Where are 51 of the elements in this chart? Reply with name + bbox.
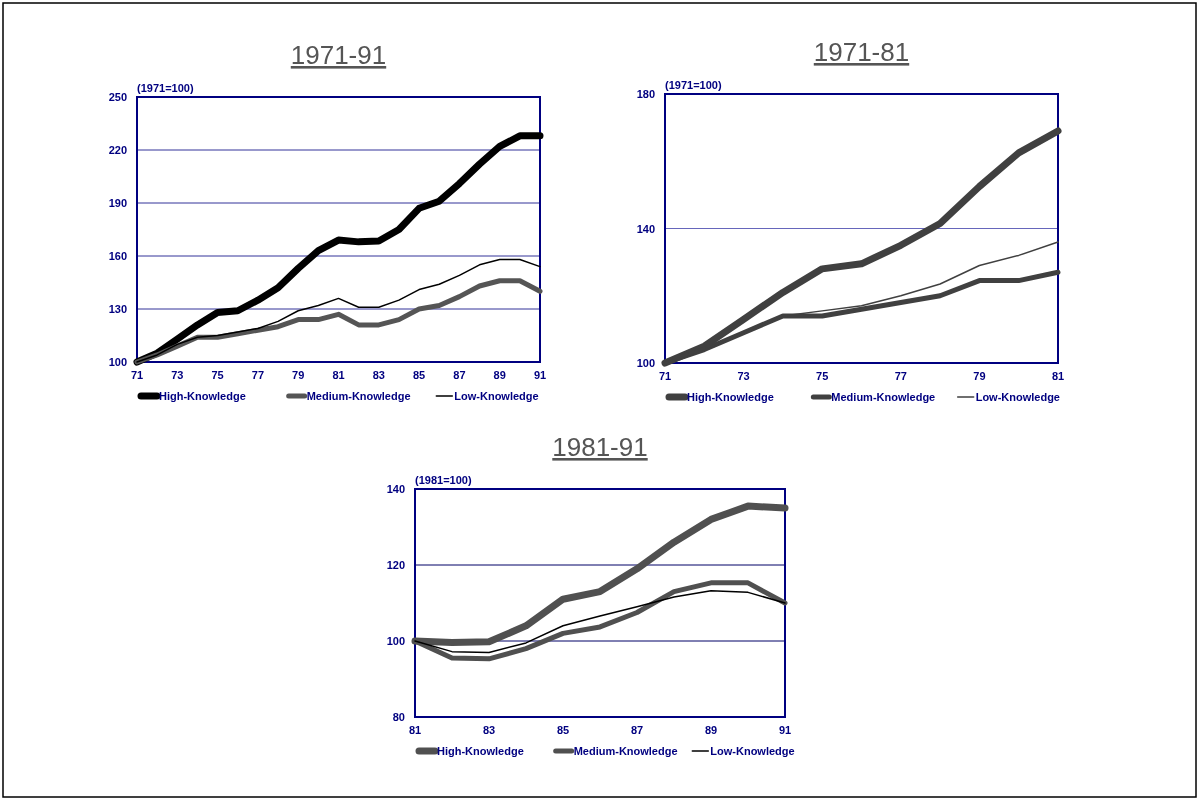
- y-tick-label: 80: [392, 711, 405, 723]
- legend-label: High-Knowledge: [687, 391, 774, 403]
- x-tick-label: 89: [704, 724, 718, 736]
- x-tick-label: 81: [1051, 370, 1065, 382]
- legend-label: High-Knowledge: [159, 390, 246, 402]
- x-tick-label: 75: [816, 370, 829, 382]
- x-tick-label: 71: [658, 370, 672, 382]
- y-axis-title: (1971=100): [665, 79, 722, 91]
- x-tick-label: 81: [408, 724, 422, 736]
- legend-label: Low-Knowledge: [710, 745, 795, 757]
- x-tick-label: 91: [778, 724, 792, 736]
- chart-title: 1971-81: [813, 37, 910, 67]
- x-tick-label: 79: [973, 370, 986, 382]
- legend-label: Low-Knowledge: [975, 391, 1060, 403]
- y-tick-label: 100: [108, 356, 127, 368]
- legend-label: Medium-Knowledge: [831, 391, 936, 403]
- x-tick-label: 79: [292, 369, 305, 381]
- chart-title: 1971-91: [290, 40, 387, 70]
- x-tick-label: 83: [482, 724, 496, 736]
- y-tick-label: 130: [108, 303, 127, 315]
- x-tick-label: 89: [493, 369, 506, 381]
- y-tick-label: 180: [636, 88, 655, 100]
- y-tick-label: 120: [386, 559, 405, 571]
- x-tick-label: 91: [533, 369, 547, 381]
- y-tick-label: 250: [108, 91, 127, 103]
- y-tick-label: 190: [108, 197, 127, 209]
- x-tick-label: 77: [251, 369, 265, 381]
- legend-label: Medium-Knowledge: [573, 745, 678, 757]
- x-tick-label: 85: [412, 369, 426, 381]
- y-tick-label: 140: [386, 483, 405, 495]
- y-tick-label: 160: [108, 250, 127, 262]
- chart-title: 1981-91: [552, 432, 648, 462]
- x-tick-label: 81: [332, 369, 345, 381]
- x-tick-label: 87: [630, 724, 644, 736]
- legend-label: Low-Knowledge: [454, 390, 539, 402]
- y-tick-label: 220: [108, 144, 127, 156]
- legend-label: Medium-Knowledge: [306, 390, 411, 402]
- x-tick-label: 75: [211, 369, 224, 381]
- y-tick-label: 100: [636, 357, 655, 369]
- y-tick-label: 140: [636, 222, 655, 235]
- y-axis-title: (1971=100): [137, 82, 194, 94]
- y-axis-title: (1981=100): [415, 474, 472, 486]
- x-tick-label: 83: [372, 369, 385, 381]
- x-tick-label: 85: [556, 724, 570, 736]
- x-tick-label: 73: [171, 369, 184, 381]
- x-tick-label: 71: [130, 369, 144, 381]
- x-tick-label: 73: [737, 370, 750, 382]
- legend-label: High-Knowledge: [437, 745, 524, 757]
- x-tick-label: 77: [894, 370, 907, 382]
- y-tick-label: 100: [386, 635, 405, 647]
- x-tick-label: 87: [453, 369, 466, 381]
